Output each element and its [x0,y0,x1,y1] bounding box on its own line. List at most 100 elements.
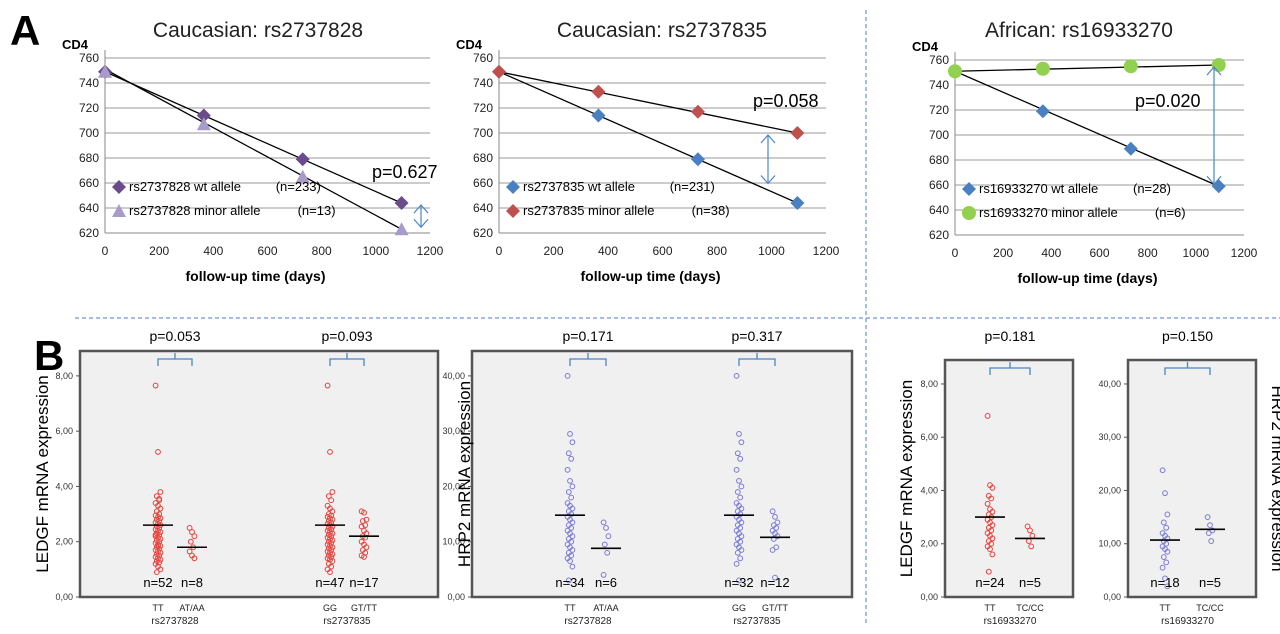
data-point [157,549,164,556]
significance-bracket [1164,362,1211,375]
pvalue-arrow-head [413,204,429,214]
data-point [738,483,745,490]
x-tick-label: GG [732,603,746,613]
p-value-label: p=0.093 [322,328,373,344]
legend-label: rs2737835 wt allele [523,179,635,194]
n-label: n=8 [181,575,203,590]
n-label: n=5 [1199,575,1221,590]
data-point [329,489,336,495]
significance-bracket [329,353,365,366]
data-point [989,508,996,515]
x-tick-label: 600 [652,244,672,258]
legend-label: rs16933270 wt allele [979,181,1098,196]
data-point [569,563,576,570]
data-point [564,372,571,379]
data-point [988,495,995,502]
data-point [568,524,575,531]
data-point [738,547,745,553]
data-point [737,524,744,531]
y-tick-label: 740 [79,76,99,90]
data-point [568,455,575,462]
x-tick-label: 1200 [1231,246,1258,260]
data-point [362,522,369,529]
chart-title: Caucasian: rs2737828 [153,19,363,42]
x-tick-label: 800 [707,244,727,258]
significance-bracket [989,362,1031,375]
data-point [569,533,576,540]
data-point [568,552,575,559]
line-chart-3: African: rs16933270 620 640 660 680 700 720 740… [912,19,1258,286]
data-point [155,542,161,549]
data-point [295,169,310,183]
data-point [769,508,776,515]
data-point [984,413,991,419]
legend-n-label: (n=6) [1155,205,1186,220]
data-point [568,494,575,501]
y-tick-label: 620 [79,226,99,240]
y-axis-label: HRP2 mRNA expression [455,381,474,567]
data-point [569,483,576,490]
legend-marker [112,180,126,194]
snp-label: rs16933270 [1161,616,1214,627]
legend-marker [112,204,126,217]
data-point [1162,575,1168,582]
y-tick-label: 700 [473,126,493,140]
data-point [329,530,336,537]
legend-label: rs16933270 minor allele [979,205,1118,220]
p-value-label: p=0.053 [150,328,201,344]
data-point [565,489,572,495]
y-tick-label: 680 [473,151,493,165]
x-tick-label: 400 [1041,246,1061,260]
y-tick-label: 660 [473,176,493,190]
y-tick-label: 720 [79,101,99,115]
data-point [733,560,740,567]
data-point [989,522,996,529]
y-tick-label: 680 [79,151,99,165]
y-tick-label: 2,00 [920,539,938,549]
data-point [324,382,331,389]
legend-marker [506,204,520,218]
x-tick-label: 1000 [1182,246,1209,260]
n-label: n=5 [1019,575,1041,590]
data-point [569,505,576,512]
data-point [329,551,336,558]
data-point [329,558,336,564]
data-point [186,524,193,531]
x-tick-label: TC/CC [1016,603,1044,613]
data-point [1123,59,1138,74]
y-tick-label: 720 [929,103,949,117]
x-tick-label: 400 [598,244,618,258]
data-point [690,152,705,167]
y-tick-label: 640 [473,201,493,215]
y-tick-label: 620 [929,228,949,242]
legend-marker [962,206,976,220]
y-tick-label: 640 [79,201,99,215]
data-point [567,431,573,437]
data-point [988,540,995,547]
x-tick-label: AT/AA [593,603,618,613]
data-point [565,450,572,457]
y-tick-label: 30,00 [442,426,465,436]
legend-n-label: (n=13) [298,203,336,218]
n-label: n=18 [1150,575,1179,590]
x-tick-label: 1200 [813,244,840,258]
data-point [189,529,195,535]
x-axis-label: follow-up time (days) [1018,270,1158,286]
data-point [734,489,741,495]
significance-bracket [157,353,193,366]
data-point [1209,527,1216,534]
x-tick-label: 0 [102,244,109,258]
data-point [737,494,744,501]
data-point [157,536,164,542]
data-point [567,478,573,484]
line-chart-1: Caucasian: rs2737828 620 640 660 680 700 720 74… [62,19,444,284]
data-point [569,439,576,446]
data-point [734,450,741,457]
snp-label: rs2737828 [564,616,612,627]
y-axis-label: LEDGF mRNA expression [897,380,916,577]
y-tick-label: 760 [79,51,99,65]
data-point [591,108,606,123]
